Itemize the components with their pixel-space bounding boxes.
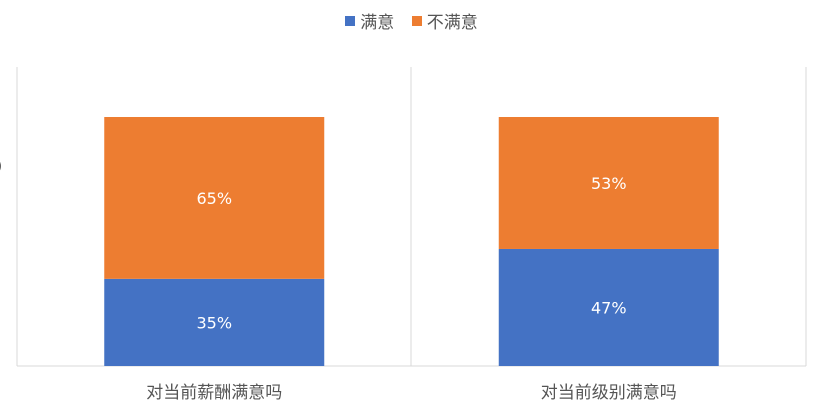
legend-swatch-satisfied [345, 15, 356, 26]
legend-label-unsatisfied: 不满意 [426, 13, 478, 33]
clipped-axis-label: ) [0, 156, 2, 175]
legend-swatch-unsatisfied [411, 15, 422, 26]
legend-item-unsatisfied[interactable]: 不满意 [411, 8, 478, 33]
legend-item-satisfied[interactable]: 满意 [345, 8, 394, 33]
x-tick-label-1: 对当前级别满意吗 [541, 383, 677, 403]
x-tick-label-0: 对当前薪酬满意吗 [146, 383, 282, 403]
bar-satisfied-0 [104, 278, 325, 366]
chart-legend: 满意 不满意 [0, 8, 823, 33]
bar-satisfied-1 [498, 248, 719, 366]
data-label-satisfied-1: 47% [591, 298, 627, 317]
data-label-satisfied-0: 35% [196, 313, 232, 332]
bar-unsatisfied-0 [104, 117, 325, 279]
data-label-unsatisfied-1: 53% [591, 174, 627, 193]
data-label-unsatisfied-0: 65% [196, 189, 232, 208]
bar-unsatisfied-1 [498, 117, 719, 249]
legend-label-satisfied: 满意 [360, 13, 395, 33]
